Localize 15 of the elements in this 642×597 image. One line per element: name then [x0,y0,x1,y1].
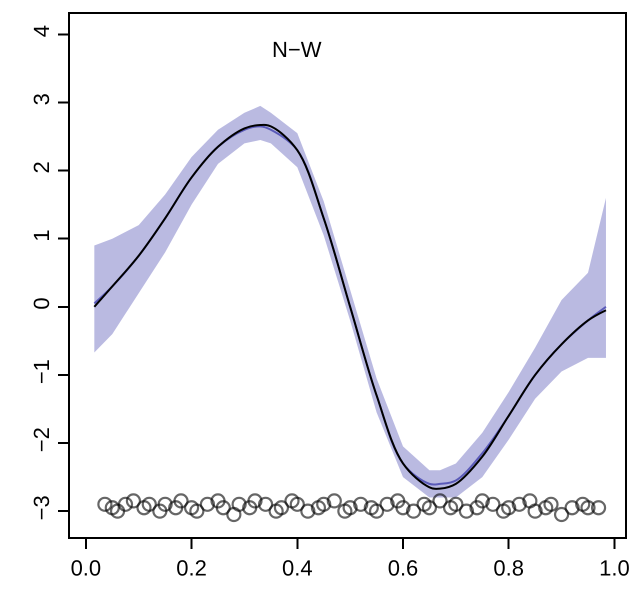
x-tick-label: 0.4 [282,555,313,580]
text: N−W [272,37,322,62]
y-tick-label: 4 [29,25,54,38]
y-tick-label: −3 [29,495,54,520]
x-tick-label: 0.6 [388,555,418,580]
y-tick-label: 2 [29,161,54,174]
x-tick-label: 1.0 [599,555,630,580]
y-tick-label: 1 [29,229,54,242]
x-tick-label: 0.2 [176,555,207,580]
y-tick-label: 3 [29,93,54,106]
y-tick-label: −2 [29,427,54,452]
x-tick-label: 0.0 [70,555,102,580]
y-tick-label: −1 [29,359,54,384]
x-tick-label: 0.8 [493,555,524,580]
y-tick-label: 0 [29,297,54,310]
